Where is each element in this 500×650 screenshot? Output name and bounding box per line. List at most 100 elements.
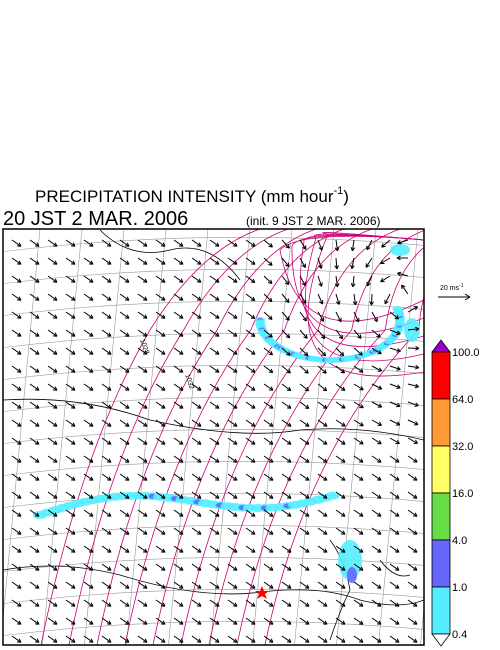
wind-arrow xyxy=(317,509,328,517)
wind-arrow xyxy=(101,617,112,625)
wind-arrow xyxy=(245,365,256,373)
wind-arrow xyxy=(83,293,94,301)
wind-arrow xyxy=(389,545,400,553)
wind-arrow xyxy=(29,311,40,319)
wind-arrow xyxy=(101,257,112,265)
wind-arrow xyxy=(173,383,184,391)
wind-arrow xyxy=(11,293,22,301)
wind-arrow xyxy=(83,491,94,499)
wind-arrow xyxy=(281,581,292,589)
wind-arrow xyxy=(299,635,310,643)
wind-arrow xyxy=(245,491,256,499)
wind-arrow xyxy=(263,545,274,553)
wind-arrow xyxy=(281,257,290,267)
wind-arrow xyxy=(173,401,184,409)
location-star xyxy=(255,586,269,599)
wind-arrow xyxy=(317,527,328,535)
colorbar-segment xyxy=(431,351,451,400)
wind-arrow xyxy=(191,347,202,355)
wind-arrow xyxy=(83,401,94,409)
title-main: PRECIPITATION INTENSITY (mm hour xyxy=(35,187,334,206)
wind-arrow xyxy=(209,275,220,283)
wind-arrow xyxy=(334,257,339,270)
isobar xyxy=(264,295,424,645)
wind-arrow xyxy=(155,491,166,499)
vector-scale: 20 ms-1 xyxy=(438,283,471,301)
wind-arrow xyxy=(11,527,22,535)
grid-line xyxy=(294,229,335,645)
wind-arrow xyxy=(101,365,112,373)
wind-arrow xyxy=(317,545,328,553)
wind-arrow xyxy=(245,293,256,302)
vector-scale-label: 20 ms-1 xyxy=(440,283,464,292)
wind-arrow xyxy=(227,275,238,283)
wind-arrow xyxy=(65,293,76,301)
wind-arrow xyxy=(65,581,76,589)
wind-arrow xyxy=(119,437,130,445)
colorbar-bottom xyxy=(431,633,451,647)
wind-arrow xyxy=(299,581,310,589)
colorbar-label: 64.0 xyxy=(452,394,473,406)
colorbar-segment xyxy=(431,492,451,541)
wind-arrow xyxy=(407,635,418,643)
wind-arrow xyxy=(407,509,418,517)
wind-arrow xyxy=(65,365,76,373)
wind-arrow xyxy=(371,491,382,499)
wind-arrow xyxy=(137,383,148,391)
wind-arrow xyxy=(299,419,310,427)
grid-line xyxy=(3,269,424,284)
wind-arrow xyxy=(83,473,94,481)
wind-arrow xyxy=(83,527,94,535)
wind-arrow xyxy=(101,401,112,409)
wind-arrow xyxy=(371,347,382,355)
wind-arrow xyxy=(191,365,202,373)
wind-arrow xyxy=(173,545,184,553)
wind-arrow xyxy=(281,401,292,409)
wind-arrow xyxy=(137,527,148,535)
wind-arrow xyxy=(11,365,22,373)
wind-arrow xyxy=(353,383,364,391)
wind-arrow xyxy=(47,617,58,625)
wind-arrow xyxy=(101,329,112,337)
wind-arrow xyxy=(317,347,327,357)
wind-arrow xyxy=(155,401,166,409)
wind-arrow xyxy=(65,473,76,481)
wind-arrow xyxy=(191,275,202,283)
wind-arrow xyxy=(407,455,418,463)
wind-arrow xyxy=(119,473,130,481)
wind-arrow xyxy=(83,563,94,571)
map-frame xyxy=(2,228,425,646)
wind-arrow xyxy=(191,473,202,481)
wind-arrow xyxy=(11,275,22,283)
wind-arrow xyxy=(353,509,364,517)
wind-arrow xyxy=(155,419,166,427)
wind-arrow xyxy=(281,455,292,463)
wind-arrow xyxy=(371,509,382,517)
wind-arrow xyxy=(119,383,130,391)
wind-arrow xyxy=(119,491,130,499)
wind-arrow xyxy=(407,599,418,607)
wind-arrow xyxy=(353,563,364,571)
wind-arrow xyxy=(263,293,273,303)
wind-arrow xyxy=(173,599,184,607)
wind-arrow xyxy=(371,365,383,372)
precipitation xyxy=(325,491,340,500)
wind-arrow xyxy=(119,617,130,625)
wind-arrow xyxy=(101,293,112,301)
wind-arrow xyxy=(29,257,40,265)
wind-arrow xyxy=(353,365,364,373)
wind-arrow xyxy=(155,545,166,553)
wind-arrow xyxy=(227,581,238,589)
wind-arrow xyxy=(119,527,130,535)
wind-arrow xyxy=(245,437,256,445)
wind-arrow xyxy=(350,239,356,252)
wind-arrow xyxy=(281,311,290,321)
wind-arrow xyxy=(371,455,382,463)
wind-arrow xyxy=(263,581,274,589)
grid-line xyxy=(3,237,424,252)
precipitation xyxy=(390,244,410,256)
wind-arrow xyxy=(29,635,40,643)
wind-arrow xyxy=(353,347,363,356)
wind-arrow xyxy=(173,275,184,283)
